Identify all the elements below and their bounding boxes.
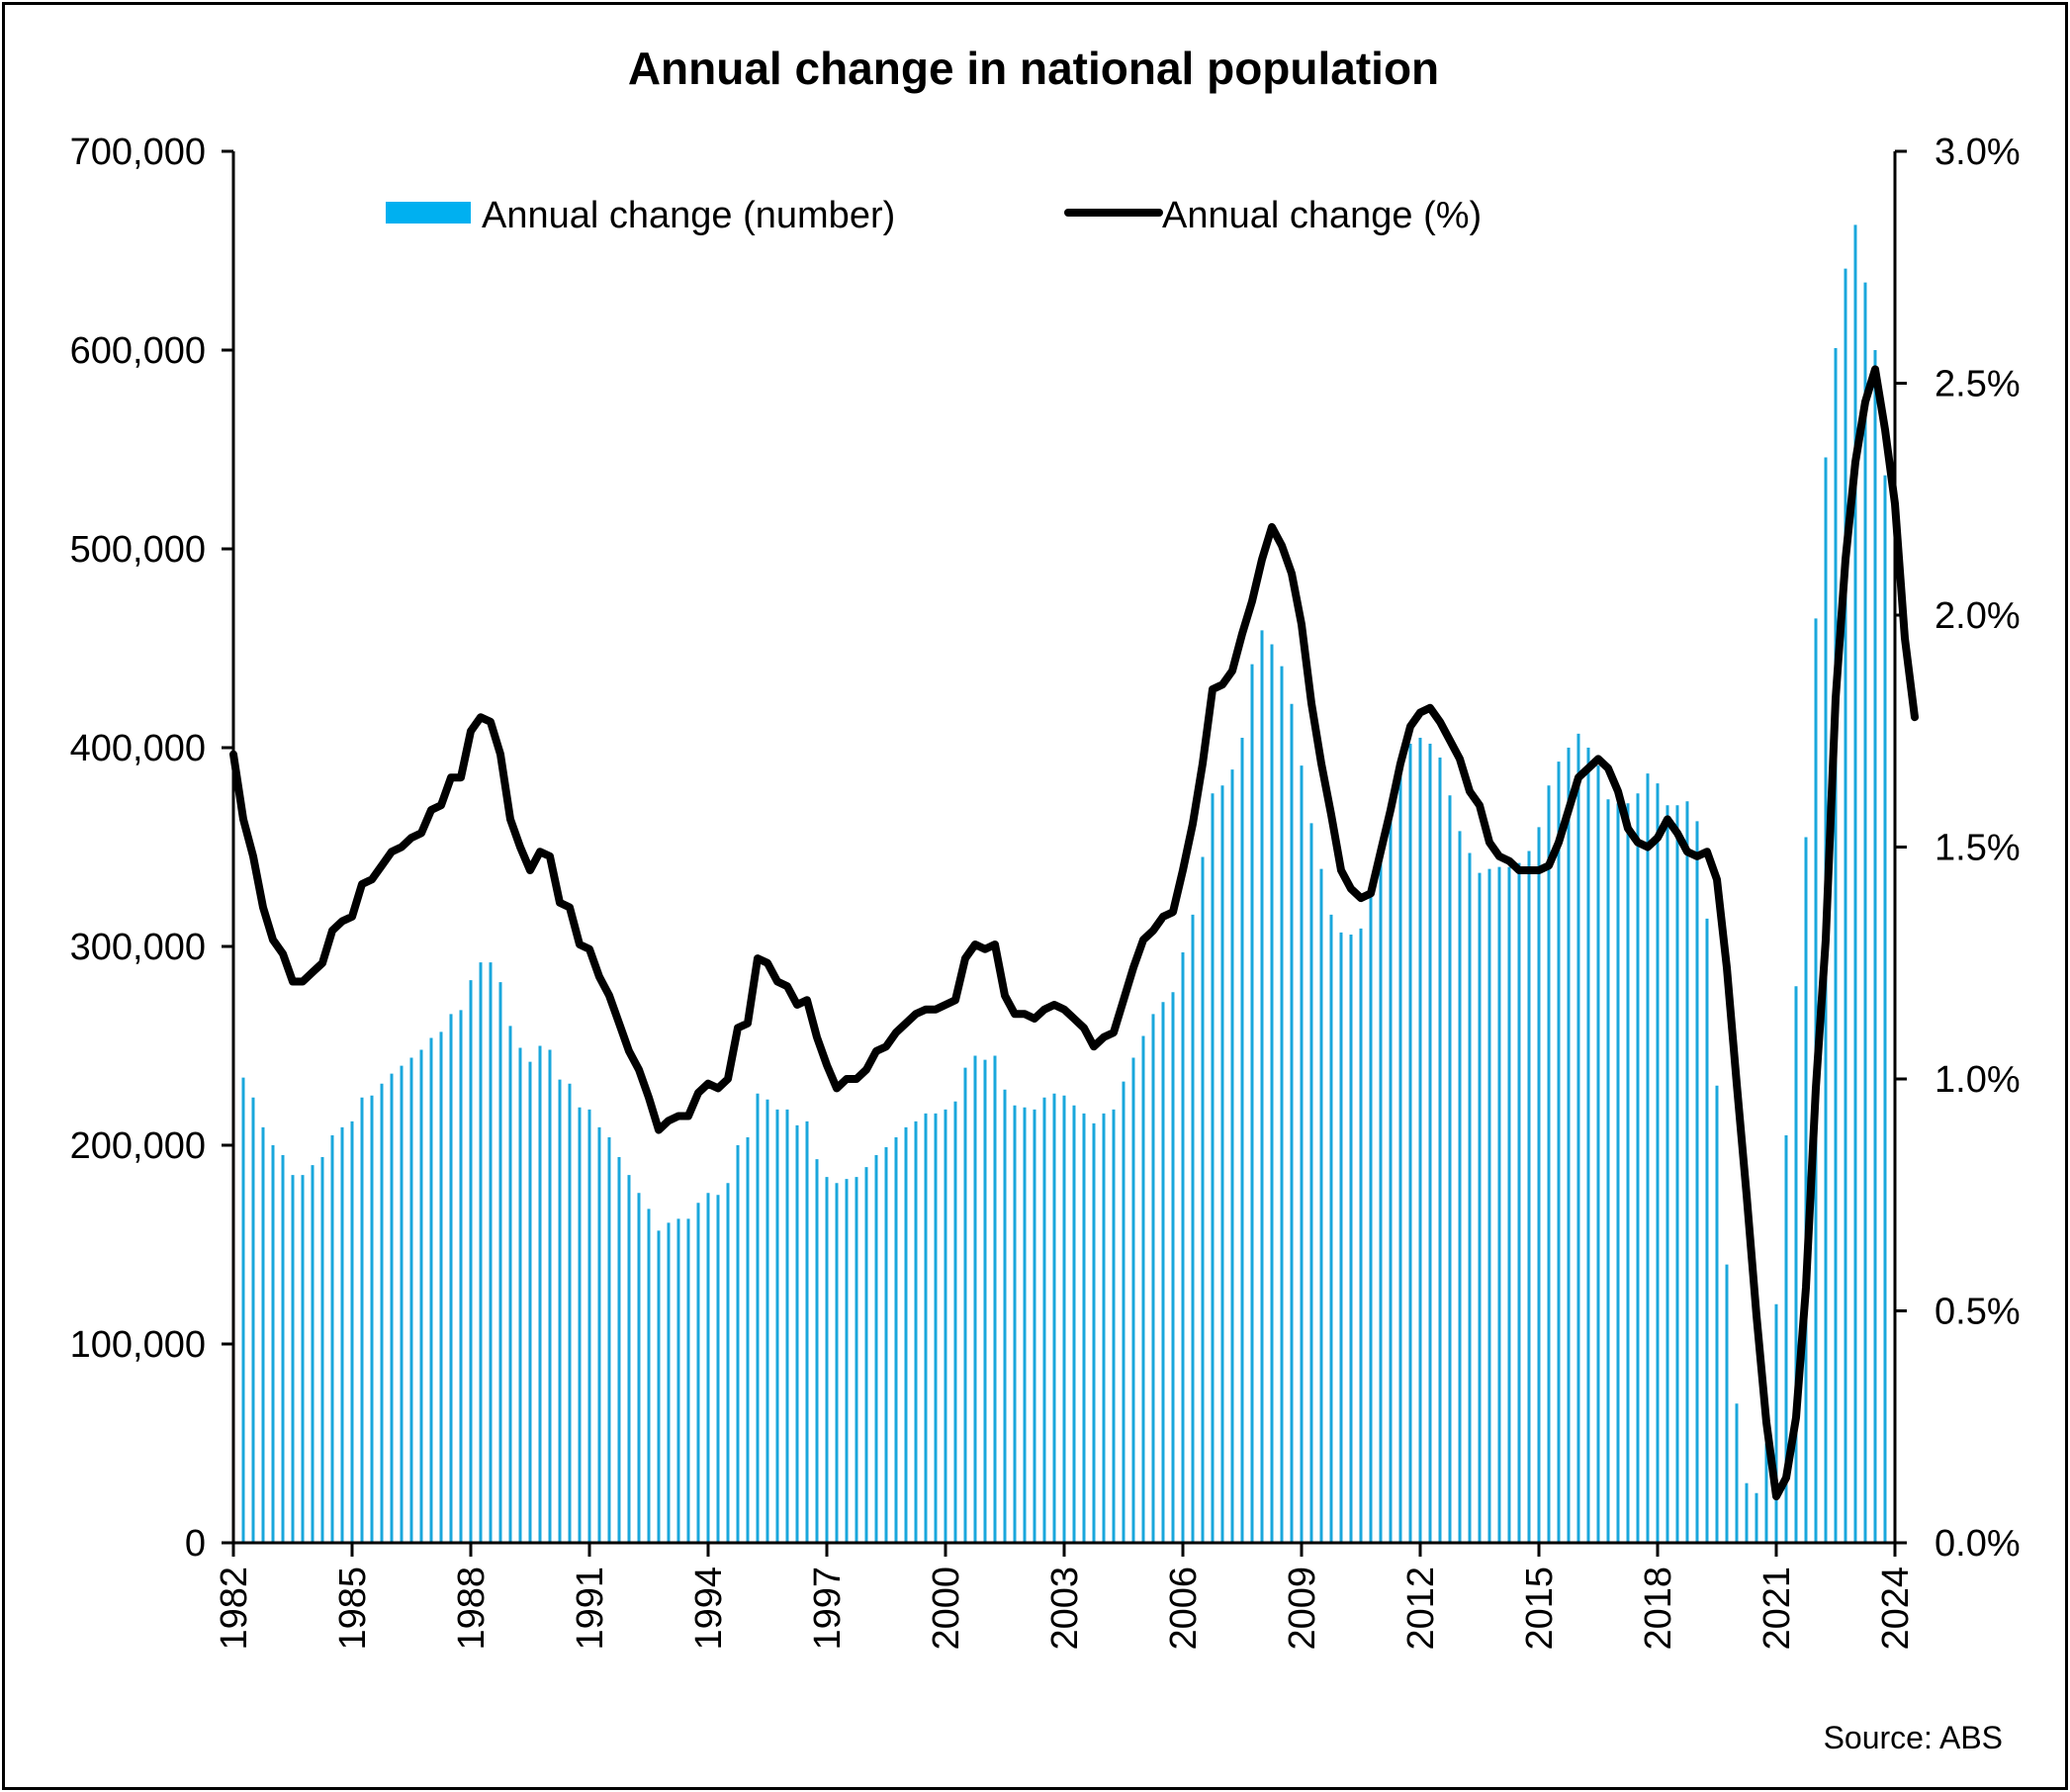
x-tick-label: 2003 [1044,1567,1086,1651]
y-right-tick-label: 0.0% [1935,1523,2021,1565]
x-tick-label: 2012 [1400,1567,1442,1651]
y-right-tick-label: 3.0% [1935,132,2021,173]
y-left-tick-label: 100,000 [70,1324,206,1366]
y-left-tick-label: 700,000 [70,132,206,173]
x-tick-label: 2000 [926,1567,967,1651]
x-tick-label: 1991 [570,1567,611,1651]
x-tick-label: 2006 [1163,1567,1205,1651]
y-left-tick-label: 300,000 [70,927,206,968]
x-tick-label: 2024 [1875,1567,1917,1651]
y-left-tick-label: 200,000 [70,1125,206,1167]
source-note: Source: ABS [1824,1720,2003,1755]
axes: 0 100,000 200,000 300,000 400,000 500,000 600,… [70,132,2021,1651]
line-series [229,365,1919,1501]
y-left-tick-label: 600,000 [70,330,206,372]
y-right-tick-label: 2.5% [1935,364,2021,405]
legend-label-number: Annual change (number) [482,195,895,236]
y-right-tick-label: 2.0% [1935,595,2021,637]
x-tick-label: 1988 [451,1567,493,1651]
y-right-tick-label: 1.5% [1935,828,2021,869]
x-tick-label: 2021 [1756,1567,1798,1651]
x-tick-label: 1997 [807,1567,849,1651]
y-right-tick-label: 0.5% [1935,1292,2021,1333]
chart-title: Annual change in national population [628,43,1439,94]
x-tick-label: 2015 [1519,1567,1561,1651]
x-tick-label: 2009 [1282,1567,1323,1651]
y-right-tick-label: 1.0% [1935,1059,2021,1101]
x-tick-label: 1985 [332,1567,374,1651]
x-tick-label: 1982 [214,1567,255,1651]
x-tick-label: 2018 [1638,1567,1679,1651]
legend: Annual change (number) Annual change (%) [386,195,1482,236]
y-left-tick-label: 0 [185,1523,206,1565]
legend-label-percent: Annual change (%) [1162,195,1482,236]
bar-series [241,224,1887,1543]
percent-line [229,365,1919,1501]
y-left-tick-label: 400,000 [70,728,206,769]
y-left-tick-label: 500,000 [70,529,206,571]
legend-swatch-bar [386,202,471,224]
x-tick-label: 1994 [688,1567,730,1651]
